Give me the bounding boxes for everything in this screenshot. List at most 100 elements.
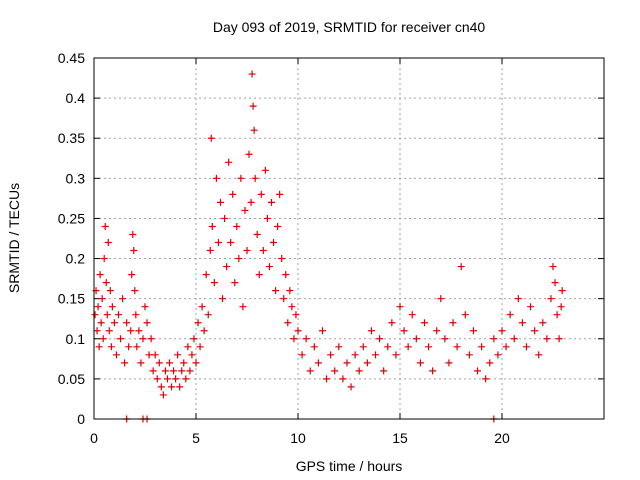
x-tick-label: 20 (494, 430, 510, 446)
data-point (347, 383, 355, 391)
data-point (107, 343, 115, 351)
data-point (247, 198, 255, 206)
data-point (208, 222, 216, 230)
y-tick-label: 0.35 (58, 130, 85, 146)
y-tick-label: 0.2 (66, 251, 86, 267)
data-point (188, 351, 196, 359)
data-point (132, 311, 140, 319)
x-axis-label: GPS time / hours (296, 458, 403, 474)
data-point (514, 295, 522, 303)
data-point (416, 359, 424, 367)
data-point (323, 375, 331, 383)
data-point (367, 327, 375, 335)
data-point (182, 375, 190, 383)
plot-frame (93, 57, 605, 420)
data-point (265, 263, 273, 271)
data-point (445, 359, 453, 367)
data-point (139, 335, 147, 343)
data-point (104, 239, 112, 247)
y-tick-label: 0.3 (66, 170, 86, 186)
data-point (223, 263, 231, 271)
data-point (376, 335, 384, 343)
data-point (282, 271, 290, 279)
data-point (420, 319, 428, 327)
data-point (241, 206, 249, 214)
data-point (457, 263, 465, 271)
axis-ticks: 0 0.05 0.1 0.15 0.2 0.25 0.3 0.35 0.4 0.45 0 5 10 15 2… (58, 50, 604, 446)
data-point (200, 327, 208, 335)
y-tick-label: 0.1 (66, 331, 86, 347)
data-point (276, 190, 284, 198)
data-point (278, 255, 286, 263)
y-tick-label: 0.4 (66, 90, 86, 106)
data-point (510, 335, 518, 343)
data-point (243, 247, 251, 255)
data-point (145, 351, 153, 359)
data-point (239, 303, 247, 311)
data-point (233, 222, 241, 230)
data-point (298, 351, 306, 359)
data-point (547, 295, 555, 303)
y-tick-label: 0.05 (58, 371, 85, 387)
data-point (270, 239, 278, 247)
data-point (380, 367, 388, 375)
data-point (555, 335, 563, 343)
data-point (522, 343, 530, 351)
data-point (506, 311, 514, 319)
data-point (178, 367, 186, 375)
data-point (216, 198, 224, 206)
data-point (251, 174, 259, 182)
data-point (527, 303, 535, 311)
data-point (108, 303, 116, 311)
data-point (339, 375, 347, 383)
data-point (335, 343, 343, 351)
data-point (214, 239, 222, 247)
data-point (102, 279, 110, 287)
data-point (130, 247, 138, 255)
data-point (153, 375, 161, 383)
y-tick-label: 0.15 (58, 291, 85, 307)
data-point (498, 327, 506, 335)
data-point (306, 367, 314, 375)
data-point (159, 391, 167, 399)
data-point (221, 214, 229, 222)
data-point (392, 351, 400, 359)
data-point (114, 311, 122, 319)
data-point (482, 375, 490, 383)
data-point (98, 295, 106, 303)
data-point (105, 327, 113, 335)
data-point (91, 311, 99, 319)
y-tick-label: 0.45 (58, 50, 85, 66)
data-point (165, 359, 173, 367)
data-point (543, 335, 551, 343)
data-point (280, 295, 288, 303)
data-point (184, 343, 192, 351)
data-point (204, 311, 212, 319)
data-point (388, 319, 396, 327)
data-point (137, 359, 145, 367)
data-point (412, 335, 420, 343)
data-point (198, 303, 206, 311)
data-point (225, 158, 233, 166)
data-point (190, 335, 198, 343)
data-point (119, 295, 127, 303)
data-point (433, 327, 441, 335)
data-point (143, 319, 151, 327)
data-point (212, 174, 220, 182)
data-point (359, 343, 367, 351)
data-point (355, 367, 363, 375)
data-point (231, 279, 239, 287)
data-point (441, 335, 449, 343)
data-point (343, 359, 351, 367)
data-point (449, 319, 457, 327)
data-point (103, 311, 111, 319)
data-point (558, 287, 566, 295)
data-point (263, 214, 271, 222)
data-point (133, 343, 141, 351)
data-point (327, 351, 335, 359)
data-point (235, 255, 243, 263)
data-point (101, 222, 109, 230)
data-point (539, 319, 547, 327)
data-point (163, 375, 171, 383)
